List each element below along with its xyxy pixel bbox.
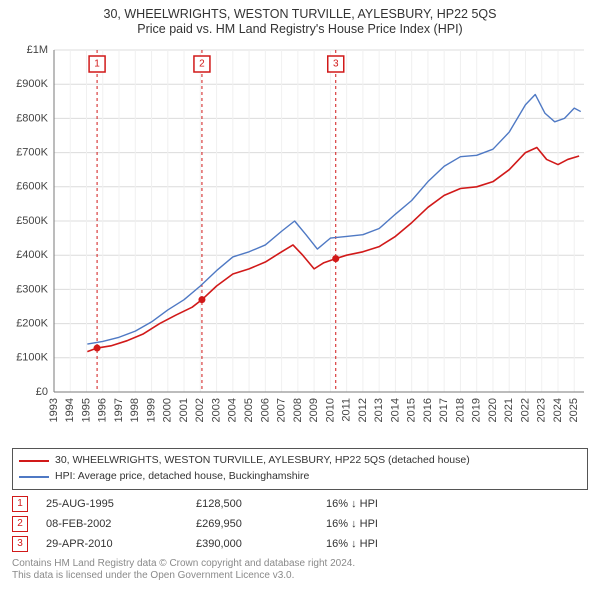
svg-text:1: 1 <box>94 59 100 70</box>
event-table: 125-AUG-1995£128,50016% ↓ HPI208-FEB-200… <box>12 496 588 552</box>
svg-text:2018: 2018 <box>454 398 466 422</box>
svg-text:2004: 2004 <box>227 398 239 422</box>
event-row: 1 25-AUG-1995£128,50016% ↓ HPI <box>12 496 588 512</box>
event-date: 29-APR-2010 <box>46 538 196 550</box>
svg-text:2003: 2003 <box>210 398 222 422</box>
svg-text:1997: 1997 <box>113 398 125 422</box>
event-row: 3 29-APR-2010£390,00016% ↓ HPI <box>12 536 588 552</box>
event-marker-icon: 2 <box>12 516 28 532</box>
svg-text:2024: 2024 <box>552 398 564 422</box>
event-diff: 16% ↓ HPI <box>326 498 588 510</box>
event-diff: 16% ↓ HPI <box>326 538 588 550</box>
svg-text:1995: 1995 <box>80 398 92 422</box>
svg-text:2005: 2005 <box>243 398 255 422</box>
legend-row: HPI: Average price, detached house, Buck… <box>19 469 581 485</box>
event-price: £390,000 <box>196 538 326 550</box>
svg-text:1999: 1999 <box>145 398 157 422</box>
svg-text:£500K: £500K <box>16 215 48 227</box>
svg-text:2006: 2006 <box>259 398 271 422</box>
svg-text:2001: 2001 <box>178 398 190 422</box>
svg-text:1994: 1994 <box>64 398 76 422</box>
chart-title-line2: Price paid vs. HM Land Registry's House … <box>8 22 592 36</box>
legend-swatch <box>19 460 49 462</box>
svg-text:2007: 2007 <box>276 398 288 422</box>
svg-text:£1M: £1M <box>27 44 48 56</box>
svg-text:£0: £0 <box>36 386 48 398</box>
svg-text:1996: 1996 <box>97 398 109 422</box>
svg-text:2002: 2002 <box>194 398 206 422</box>
svg-text:£600K: £600K <box>16 181 48 193</box>
svg-text:3: 3 <box>333 59 339 70</box>
svg-text:2019: 2019 <box>471 398 483 422</box>
svg-text:2013: 2013 <box>373 398 385 422</box>
svg-text:2020: 2020 <box>487 398 499 422</box>
svg-text:2016: 2016 <box>422 398 434 422</box>
svg-text:£900K: £900K <box>16 78 48 90</box>
legend: 30, WHEELWRIGHTS, WESTON TURVILLE, AYLES… <box>12 448 588 490</box>
svg-text:2009: 2009 <box>308 398 320 422</box>
chart-plot: £0 £100K £200K £300K £400K £500K £600K £700K £80… <box>8 42 592 442</box>
chart-title-line1: 30, WHEELWRIGHTS, WESTON TURVILLE, AYLES… <box>8 6 592 22</box>
svg-text:2010: 2010 <box>324 398 336 422</box>
event-diff: 16% ↓ HPI <box>326 518 588 530</box>
event-price: £269,950 <box>196 518 326 530</box>
legend-label: HPI: Average price, detached house, Buck… <box>55 469 309 485</box>
svg-text:2017: 2017 <box>438 398 450 422</box>
svg-text:2022: 2022 <box>519 398 531 422</box>
event-date: 08-FEB-2002 <box>46 518 196 530</box>
svg-text:2012: 2012 <box>357 398 369 422</box>
event-marker-icon: 1 <box>12 496 28 512</box>
event-price: £128,500 <box>196 498 326 510</box>
legend-row: 30, WHEELWRIGHTS, WESTON TURVILLE, AYLES… <box>19 453 581 469</box>
svg-text:2015: 2015 <box>406 398 418 422</box>
event-marker-icon: 3 <box>12 536 28 552</box>
footer-line1: Contains HM Land Registry data © Crown c… <box>12 558 588 571</box>
svg-text:1993: 1993 <box>48 398 60 422</box>
svg-text:2011: 2011 <box>341 398 353 422</box>
svg-text:£300K: £300K <box>16 284 48 296</box>
legend-swatch <box>19 476 49 478</box>
event-row: 2 08-FEB-2002£269,95016% ↓ HPI <box>12 516 588 532</box>
svg-text:£400K: £400K <box>16 249 48 261</box>
svg-text:£800K: £800K <box>16 113 48 125</box>
svg-text:2008: 2008 <box>292 398 304 422</box>
legend-label: 30, WHEELWRIGHTS, WESTON TURVILLE, AYLES… <box>55 453 470 469</box>
chart-container: 30, WHEELWRIGHTS, WESTON TURVILLE, AYLES… <box>0 0 600 590</box>
svg-text:2014: 2014 <box>389 398 401 422</box>
svg-text:2021: 2021 <box>503 398 515 422</box>
svg-text:2023: 2023 <box>536 398 548 422</box>
svg-text:2025: 2025 <box>568 398 580 422</box>
svg-text:£100K: £100K <box>16 352 48 364</box>
svg-text:2000: 2000 <box>162 398 174 422</box>
svg-text:£700K: £700K <box>16 147 48 159</box>
svg-text:£200K: £200K <box>16 318 48 330</box>
event-date: 25-AUG-1995 <box>46 498 196 510</box>
footer-attribution: Contains HM Land Registry data © Crown c… <box>12 558 588 583</box>
svg-text:1998: 1998 <box>129 398 141 422</box>
svg-text:2: 2 <box>199 59 205 70</box>
footer-line2: This data is licensed under the Open Gov… <box>12 570 588 583</box>
